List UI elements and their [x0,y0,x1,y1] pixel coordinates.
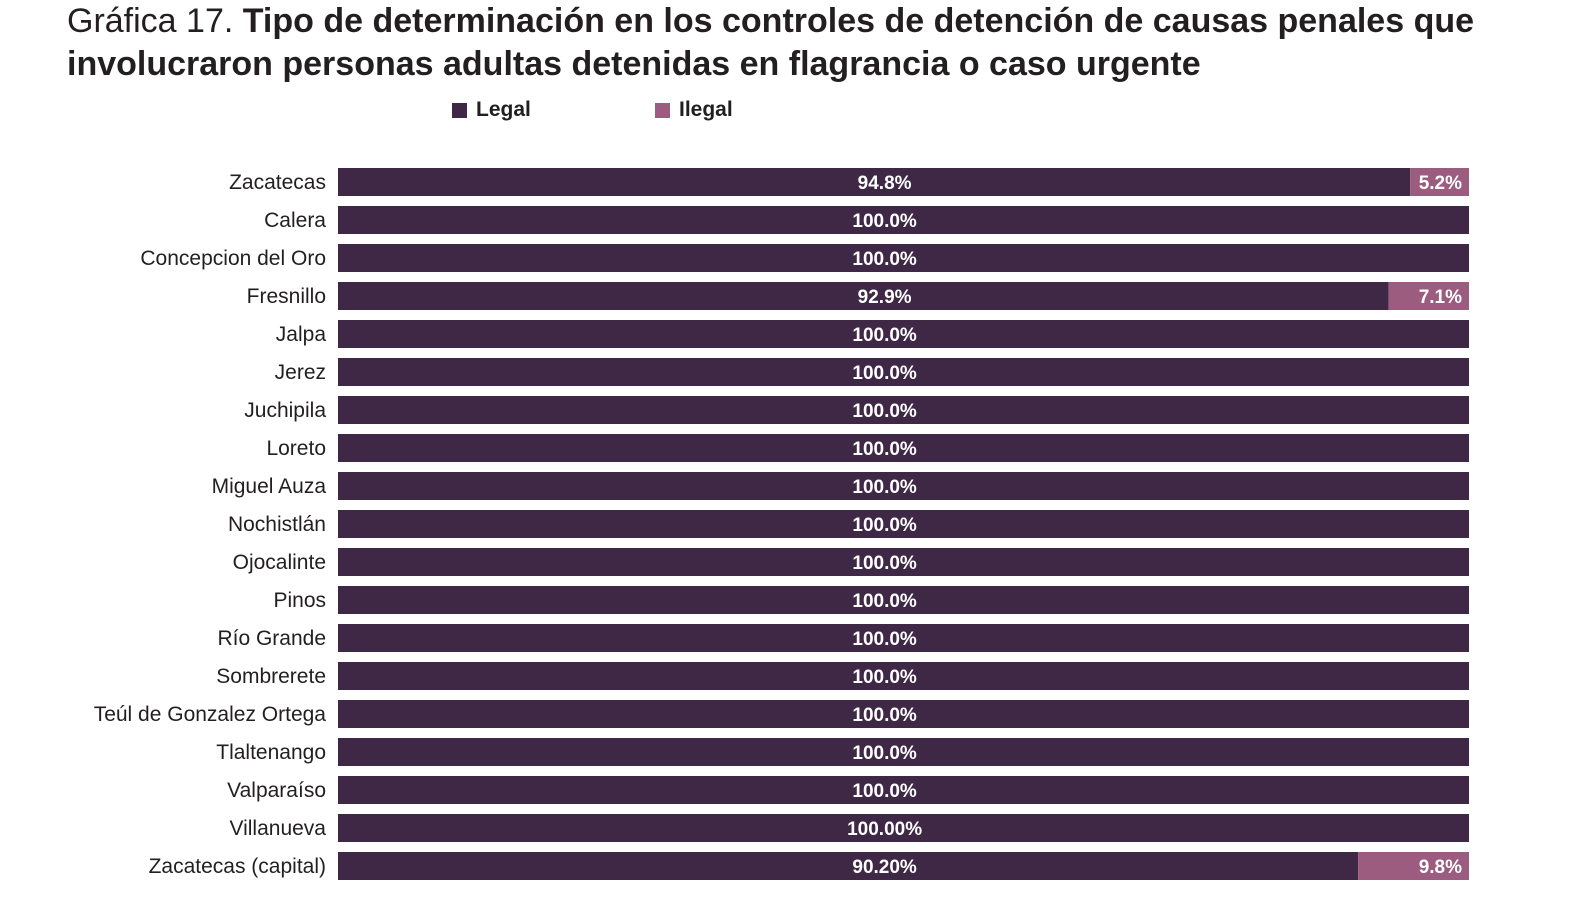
chart-title: Gráfica 17. Tipo de determinación en los… [67,0,1567,86]
category-label: Valparaíso [227,779,326,802]
data-label-legal: 92.9% [858,287,912,308]
data-label-legal: 100.0% [852,743,917,764]
bar-legal-segment [338,320,1469,348]
data-label-legal: 100.0% [852,781,917,802]
data-label-legal: 100.0% [852,591,917,612]
bar-legal-segment [338,814,1469,842]
data-label-legal: 100.0% [852,363,917,384]
bar-legal-segment [338,206,1469,234]
category-label: Sombrerete [216,665,326,688]
category-label: Río Grande [217,627,326,650]
category-label: Tlaltenango [216,741,326,764]
legend-swatch-ilegal [655,102,670,118]
category-label: Loreto [266,437,326,460]
data-label-legal: 100.0% [852,439,917,460]
category-label: Calera [264,209,326,232]
data-label-legal: 100.0% [852,325,917,346]
data-label-legal: 100.0% [852,515,917,536]
data-label-legal: 100.0% [852,249,917,270]
data-label-ilegal: 7.1% [1419,287,1462,308]
category-label: Nochistlán [228,513,326,536]
data-label-legal: 100.00% [847,819,922,840]
bar-legal-segment [338,662,1469,690]
category-label: Miguel Auza [212,475,327,498]
bar-legal-segment [338,168,1411,196]
bar-legal-segment [338,358,1469,386]
bar-ilegal-segment [1358,852,1469,880]
bar-legal-segment [338,738,1469,766]
legend-swatch-legal [452,102,467,118]
data-label-legal: 100.0% [852,553,917,574]
data-label-legal: 94.8% [858,173,912,194]
category-label: Ojocalinte [233,551,326,574]
category-label: Jalpa [276,323,327,346]
category-label: Concepcion del Oro [140,247,326,270]
legend-label-ilegal: Ilegal [679,98,733,121]
category-label: Fresnillo [247,285,326,308]
bar-ilegal-segment [1388,282,1469,310]
bar-legal-segment [338,510,1469,538]
bar-legal-segment [338,282,1389,310]
data-label-legal: 100.0% [852,211,917,232]
category-label: Villanueva [229,817,326,840]
bar-legal-segment [338,396,1469,424]
bar-legal-segment [338,472,1469,500]
data-label-legal: 100.0% [852,705,917,726]
bar-legal-segment [338,244,1469,272]
chart-title-main: Tipo de determinación en los controles d… [67,2,1475,83]
category-label: Teúl de Gonzalez Ortega [94,703,327,726]
bar-legal-segment [338,624,1469,652]
bar-ilegal-segment [1410,168,1469,196]
data-label-legal: 100.0% [852,401,917,422]
category-label: Zacatecas (capital) [149,855,326,878]
data-label-ilegal: 5.2% [1419,173,1462,194]
data-label-legal: 100.0% [852,629,917,650]
legend-label-legal: Legal [476,98,531,121]
data-label-legal: 100.0% [852,477,917,498]
bar-legal-segment [338,852,1359,880]
data-label-ilegal: 9.8% [1419,857,1462,878]
data-label-legal: 90.20% [852,857,917,878]
bar-legal-segment [338,700,1469,728]
category-label: Jerez [275,361,326,384]
bar-legal-segment [338,434,1469,462]
category-label: Juchipila [244,399,326,422]
category-label: Zacatecas [229,171,326,194]
legend-item-legal: Legal [452,98,531,122]
bar-legal-segment [338,776,1469,804]
legend: Legal Ilegal [0,98,1586,124]
legend-item-ilegal: Ilegal [655,98,733,122]
category-label: Pinos [273,589,326,612]
chart-title-prefix: Gráfica 17. [67,2,234,40]
bar-legal-segment [338,586,1469,614]
bar-legal-segment [338,548,1469,576]
data-label-legal: 100.0% [852,667,917,688]
